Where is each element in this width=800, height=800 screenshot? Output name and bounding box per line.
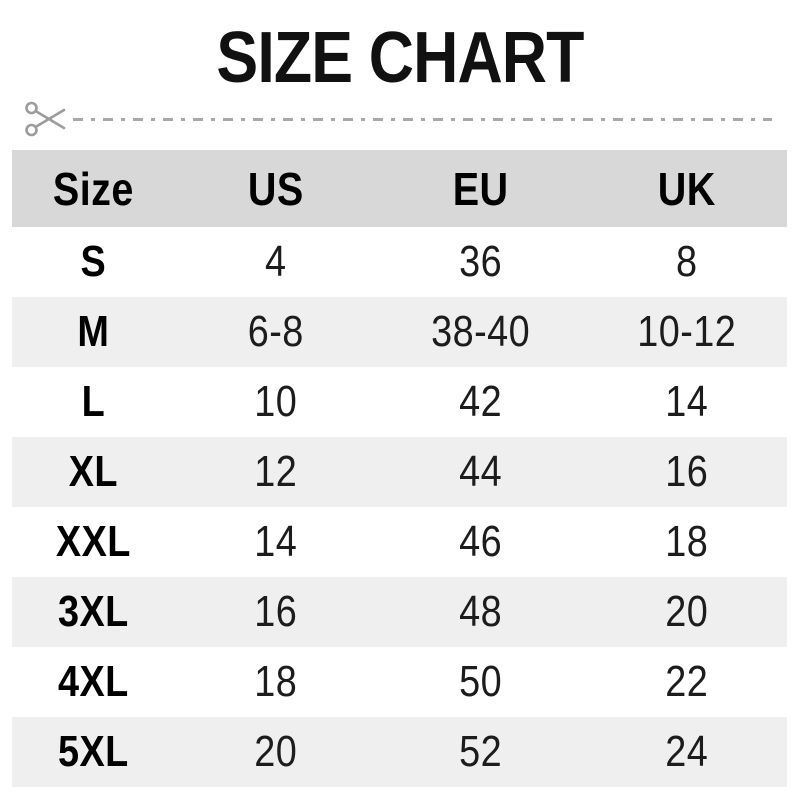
size-table: Size US EU UK S 4 36 8 M 6-8 38-40 10-12 L 10 42 14…	[12, 150, 787, 787]
table-row: 5XL 20 52 24	[12, 717, 787, 787]
cell-value: 52	[459, 727, 503, 776]
cell-value: 10-12	[636, 307, 736, 356]
table-row: XXL 14 46 18	[12, 507, 787, 577]
table-body: S 4 36 8 M 6-8 38-40 10-12 L 10 42 14 XL 12 44 16 XXL 14 4…	[12, 227, 787, 787]
cell-value: 20	[664, 587, 708, 636]
table-row: L 10 42 14	[12, 367, 787, 437]
table-row: M 6-8 38-40 10-12	[12, 297, 787, 367]
table-row: 3XL 16 48 20	[12, 577, 787, 647]
table-row: S 4 36 8	[12, 227, 787, 297]
cell-value: 24	[664, 727, 708, 776]
table-header-row: Size US EU UK	[12, 150, 787, 227]
cell-size-label: 3XL	[58, 587, 129, 636]
cell-value: 16	[664, 447, 708, 496]
cell-size-label: 5XL	[58, 727, 129, 776]
cell-value: 6-8	[247, 307, 304, 356]
cell-size-label: M	[77, 307, 110, 356]
cell-value: 22	[664, 657, 708, 706]
header-size: Size	[52, 162, 134, 215]
table-row: 4XL 18 50 22	[12, 647, 787, 717]
cell-size-label: 4XL	[58, 657, 129, 706]
cell-value: 14	[664, 377, 708, 426]
cell-value: 10	[254, 377, 297, 426]
page-title: SIZE CHART	[216, 18, 584, 98]
cell-value: 18	[254, 657, 297, 706]
header-uk: UK	[657, 162, 716, 215]
cell-value: 4	[264, 237, 287, 286]
cell-value: 44	[459, 447, 503, 496]
cell-size-label: L	[81, 377, 106, 426]
cell-size-label: XXL	[55, 517, 131, 566]
cell-value: 46	[459, 517, 503, 566]
cell-value: 38-40	[431, 307, 531, 356]
cell-value: 42	[459, 377, 503, 426]
dashed-cut-line	[73, 117, 772, 121]
cell-value: 48	[459, 587, 503, 636]
cell-value: 18	[664, 517, 708, 566]
header-us: US	[247, 162, 304, 215]
scissors-icon	[25, 101, 66, 137]
cell-value: 36	[459, 237, 503, 286]
cell-value: 12	[254, 447, 297, 496]
cell-value: 50	[459, 657, 503, 706]
cell-size-label: S	[80, 237, 107, 286]
table-row: XL 12 44 16	[12, 437, 787, 507]
cut-line	[24, 99, 772, 139]
cell-value: 14	[254, 517, 297, 566]
cell-size-label: XL	[68, 447, 118, 496]
cell-value: 16	[254, 587, 297, 636]
header-eu: EU	[452, 162, 509, 215]
cell-value: 8	[675, 237, 697, 286]
cell-value: 20	[254, 727, 297, 776]
